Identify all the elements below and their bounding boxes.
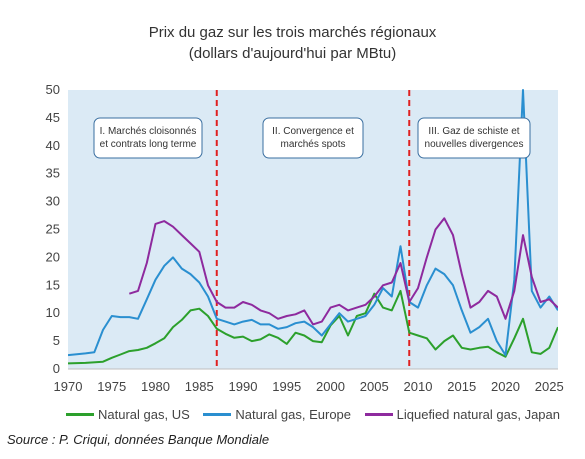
x-tick-label: 2000 — [316, 379, 345, 394]
x-tick-label: 1970 — [54, 379, 83, 394]
chart-title: Prix du gaz sur les trois marchés région… — [148, 24, 437, 41]
period-label-text: II. Convergence et — [272, 126, 354, 137]
y-tick-label: 15 — [46, 277, 60, 292]
y-tick-label: 5 — [53, 333, 60, 348]
legend-label-japan: Liquefied natural gas, Japan — [396, 407, 560, 422]
x-tick-label: 1995 — [272, 379, 301, 394]
legend-item-europe: Natural gas, Europe — [203, 407, 351, 422]
x-tick-label: 1980 — [141, 379, 170, 394]
series-line-us — [68, 289, 558, 365]
y-tick-label: 0 — [53, 361, 60, 376]
period-label-text: nouvelles divergences — [425, 139, 524, 150]
period-label-text: I. Marchés cloisonnés — [100, 126, 197, 137]
legend-label-europe: Natural gas, Europe — [235, 407, 352, 422]
y-tick-label: 30 — [46, 194, 60, 209]
chart-subtitle: (dollars d'aujourd'hui par MBtu) — [188, 45, 397, 62]
period-label-frame — [93, 117, 203, 159]
period-label-box: III. Gaz de schiste et nouvelles divergen… — [417, 117, 531, 159]
x-tick-label: 1990 — [229, 379, 258, 394]
legend-swatch-japan — [364, 413, 393, 416]
y-tick-label: 50 — [46, 82, 60, 97]
period-label-text: III. Gaz de schiste et — [428, 126, 519, 137]
x-tick-label: 1975 — [97, 379, 126, 394]
period-label-frame — [262, 117, 364, 159]
legend-swatch-europe — [203, 413, 232, 416]
legend-item-us: Natural gas, US — [66, 407, 190, 422]
y-tick-label: 45 — [46, 110, 60, 125]
series-line-europe — [68, 89, 558, 357]
period-labels: I. Marchés cloisonnés et contrats long te… — [93, 117, 531, 159]
x-tick-label: 2020 — [491, 379, 520, 394]
chart-title-block: Prix du gaz sur les trois marchés région… — [0, 22, 585, 64]
x-tick-label: 2010 — [404, 379, 433, 394]
x-tick-label: 2015 — [447, 379, 476, 394]
x-tick-label: 2005 — [360, 379, 389, 394]
period-label-text: marchés spots — [280, 139, 345, 150]
period-label-box: II. Convergence et marchés spots — [262, 117, 364, 159]
y-tick-label: 20 — [46, 249, 60, 264]
period-label-text: et contrats long terme — [100, 139, 197, 150]
y-axis: 0 5 10 15 20 25 30 35 40 45 50 — [46, 82, 60, 376]
legend-swatch-us — [66, 413, 94, 416]
period-label-frame — [417, 117, 531, 159]
source-note: Source : P. Criqui, données Banque Mondi… — [7, 432, 270, 447]
period-dividers — [215, 90, 411, 369]
y-tick-label: 35 — [46, 166, 60, 181]
x-tick-label: 1985 — [185, 379, 214, 394]
x-axis: 1970 1975 1980 1985 1990 1995 2000 2005 2010 2015… — [54, 368, 564, 394]
series-layer — [68, 89, 558, 365]
legend-label-us: Natural gas, US — [98, 407, 190, 422]
legend-item-japan: Liquefied natural gas, Japan — [364, 407, 560, 422]
series-line-japan — [128, 217, 558, 326]
y-tick-label: 10 — [46, 305, 60, 320]
y-tick-label: 25 — [46, 222, 60, 237]
y-tick-label: 40 — [46, 138, 60, 153]
period-label-box: I. Marchés cloisonnés et contrats long te… — [93, 117, 203, 159]
legend: Natural gas, US Natural gas, Europe Liqu… — [66, 404, 570, 422]
x-tick-label: 2025 — [535, 379, 564, 394]
